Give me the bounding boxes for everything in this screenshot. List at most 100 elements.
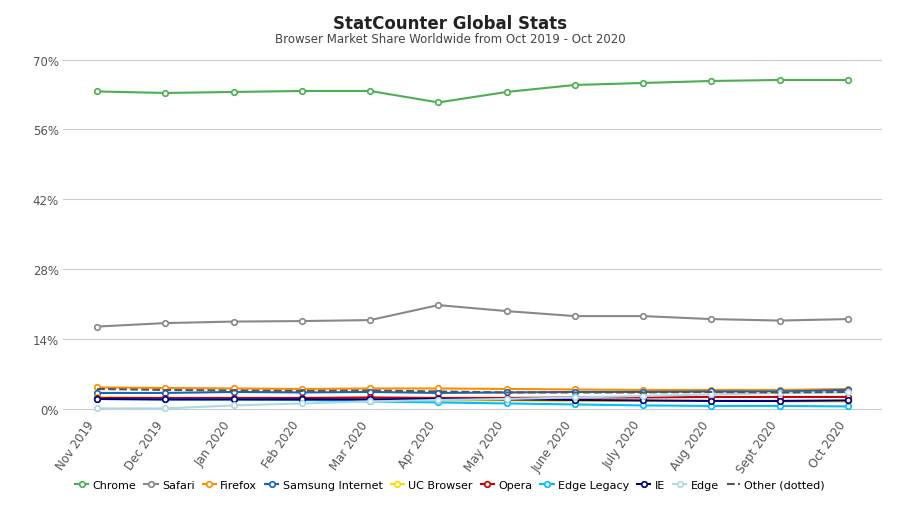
UC Browser — [638, 398, 649, 404]
IE — [296, 396, 307, 402]
Safari — [92, 324, 103, 330]
Firefox — [364, 386, 375, 392]
Edge — [296, 400, 307, 407]
Opera — [570, 394, 580, 400]
Line: Opera: Opera — [94, 394, 850, 401]
Opera — [638, 394, 649, 400]
IE — [229, 396, 239, 402]
Chrome — [501, 90, 512, 96]
Safari — [296, 319, 307, 325]
Chrome — [160, 91, 171, 97]
Chrome — [570, 83, 580, 89]
Edge — [160, 406, 171, 412]
Other — [296, 388, 307, 394]
Other — [364, 388, 375, 394]
Opera — [501, 395, 512, 401]
Line: Chrome: Chrome — [94, 78, 850, 106]
Edge Legacy — [433, 399, 444, 406]
Edge Legacy — [706, 403, 716, 409]
Chrome — [296, 89, 307, 95]
Firefox — [570, 387, 580, 393]
Chrome — [638, 81, 649, 87]
Text: Browser Market Share Worldwide from Oct 2019 - Oct 2020: Browser Market Share Worldwide from Oct … — [274, 33, 626, 46]
IE — [570, 397, 580, 403]
IE — [501, 396, 512, 402]
Chrome — [433, 100, 444, 106]
Edge Legacy — [364, 398, 375, 405]
Edge Legacy — [570, 401, 580, 408]
Samsung Internet — [296, 390, 307, 396]
IE — [160, 396, 171, 402]
UC Browser — [501, 397, 512, 403]
Opera — [706, 394, 716, 400]
Opera — [92, 395, 103, 401]
Line: Other: Other — [97, 389, 848, 393]
Edge — [774, 390, 785, 396]
Other — [160, 387, 171, 393]
Chrome — [706, 79, 716, 85]
Line: IE: IE — [94, 396, 850, 404]
IE — [706, 398, 716, 404]
Safari — [229, 319, 239, 325]
IE — [364, 396, 375, 402]
Chrome — [842, 78, 853, 84]
Other — [570, 390, 580, 396]
Firefox — [229, 386, 239, 392]
IE — [433, 396, 444, 402]
Firefox — [638, 387, 649, 393]
Opera — [160, 395, 171, 401]
Samsung Internet — [570, 389, 580, 395]
Edge Legacy — [638, 402, 649, 409]
Chrome — [229, 90, 239, 96]
Chrome — [364, 89, 375, 95]
Safari — [842, 317, 853, 323]
Other — [433, 389, 444, 395]
Other — [501, 390, 512, 396]
Line: Safari: Safari — [94, 302, 850, 330]
Safari — [364, 318, 375, 324]
Edge — [92, 406, 103, 412]
Line: Samsung Internet: Samsung Internet — [94, 387, 850, 396]
IE — [638, 397, 649, 403]
Legend: Chrome, Safari, Firefox, Samsung Internet, UC Browser, Opera, Edge Legacy, IE, E: Chrome, Safari, Firefox, Samsung Interne… — [70, 476, 830, 494]
Firefox — [501, 386, 512, 392]
Edge Legacy — [501, 400, 512, 407]
Safari — [570, 314, 580, 320]
Samsung Internet — [229, 389, 239, 395]
Opera — [433, 395, 444, 401]
Edge — [229, 402, 239, 409]
Firefox — [706, 387, 716, 393]
UC Browser — [570, 398, 580, 404]
Other — [92, 386, 103, 392]
UC Browser — [92, 394, 103, 400]
Firefox — [296, 386, 307, 392]
Safari — [160, 320, 171, 326]
Chrome — [92, 89, 103, 95]
Edge Legacy — [92, 396, 103, 402]
Opera — [842, 394, 853, 400]
Edge Legacy — [296, 397, 307, 403]
Line: UC Browser: UC Browser — [94, 395, 850, 405]
Samsung Internet — [433, 390, 444, 396]
Samsung Internet — [160, 390, 171, 396]
UC Browser — [364, 396, 375, 402]
Firefox — [774, 387, 785, 393]
UC Browser — [774, 398, 785, 405]
Opera — [364, 394, 375, 400]
Line: Edge: Edge — [94, 390, 850, 412]
IE — [92, 396, 103, 402]
Other — [229, 388, 239, 394]
Edge — [570, 394, 580, 400]
IE — [842, 397, 853, 403]
Firefox — [92, 385, 103, 391]
Chrome — [774, 78, 785, 84]
Edge — [638, 393, 649, 399]
Samsung Internet — [706, 389, 716, 395]
Edge — [706, 392, 716, 398]
Samsung Internet — [364, 389, 375, 395]
Edge — [433, 397, 444, 403]
Samsung Internet — [92, 390, 103, 396]
Samsung Internet — [774, 389, 785, 395]
Opera — [229, 395, 239, 401]
Safari — [501, 309, 512, 315]
